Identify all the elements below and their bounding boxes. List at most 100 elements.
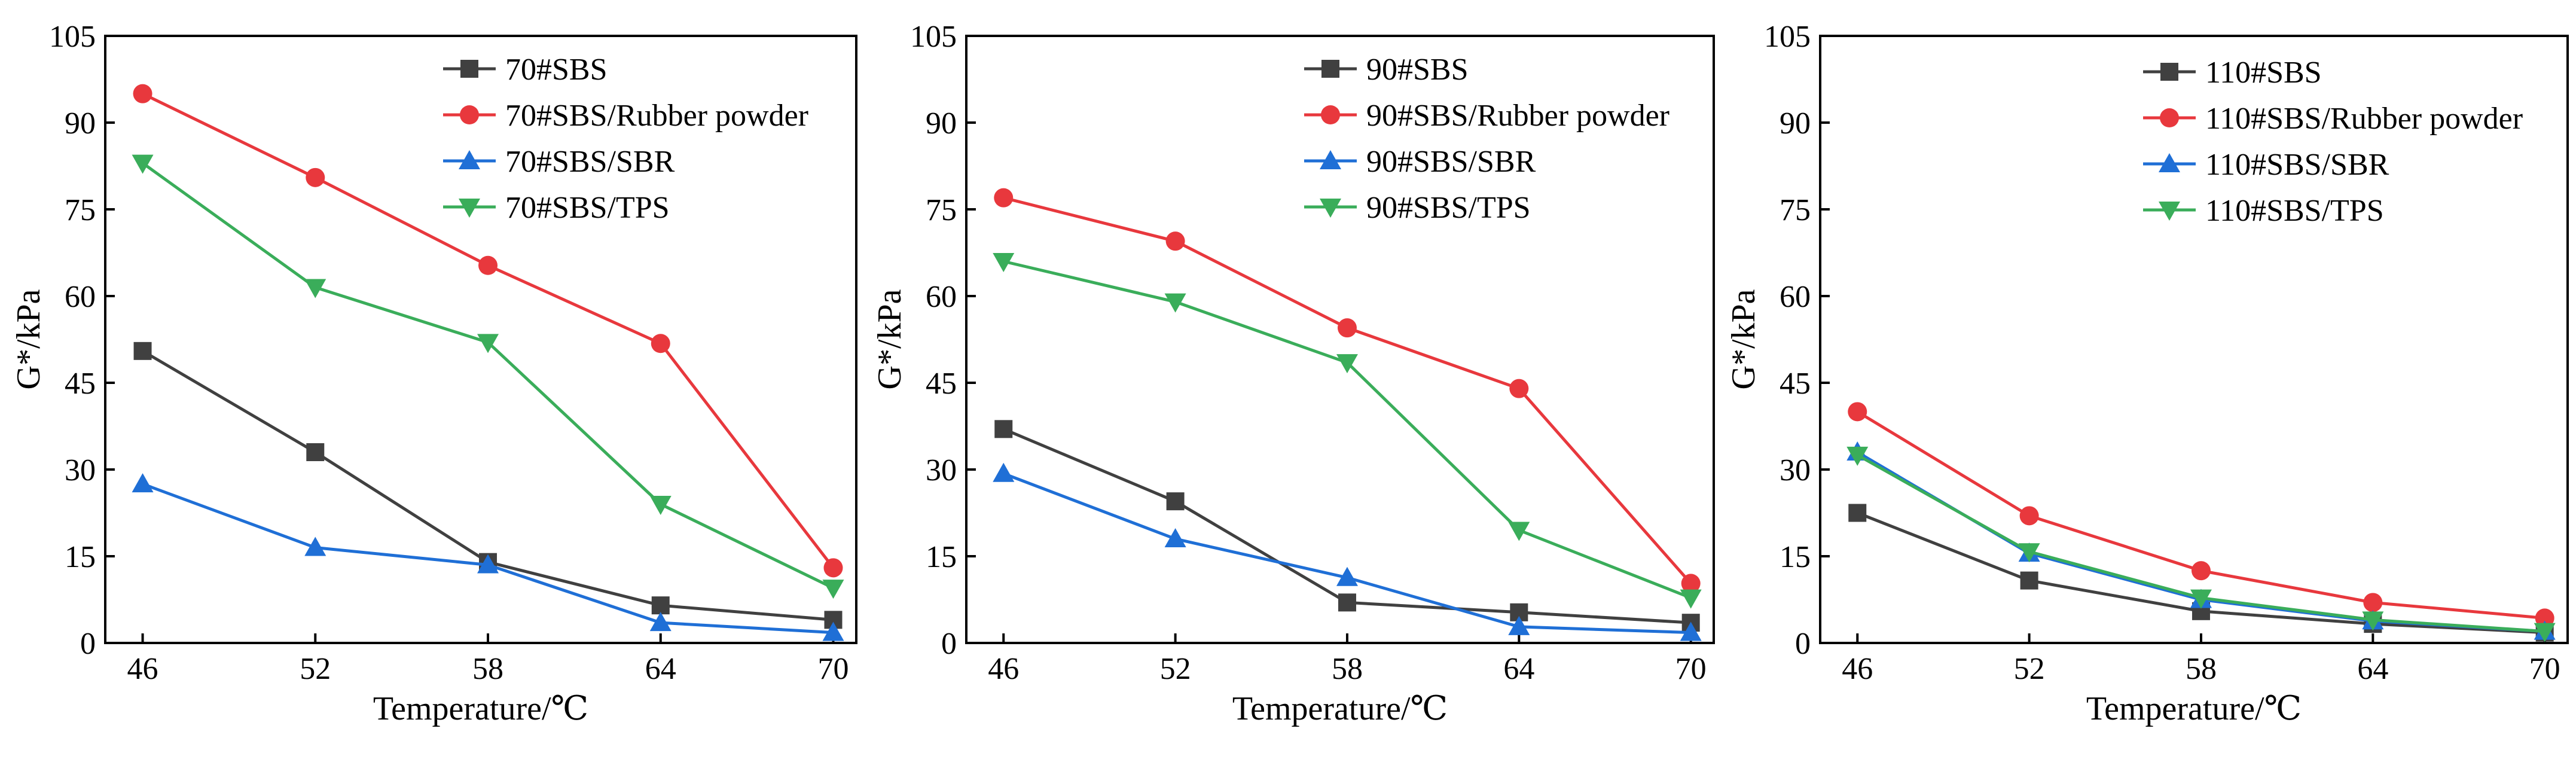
data-point (477, 334, 499, 353)
legend-marker (2159, 153, 2180, 172)
legend-label: 110#SBS/TPS (2205, 194, 2384, 228)
y-tick-label: 0 (1795, 627, 1811, 661)
y-axis-title: G*/kPa (871, 289, 908, 389)
legend-item-3: 110#SBS/SBR (2143, 148, 2389, 182)
legend-item-4: 110#SBS/TPS (2143, 194, 2384, 228)
data-point (133, 342, 152, 360)
data-point (306, 443, 325, 461)
y-tick-label: 60 (65, 280, 96, 314)
legend-marker (460, 105, 479, 124)
legend-marker (2160, 63, 2178, 81)
x-tick-label: 58 (472, 652, 503, 686)
data-point (1846, 446, 1869, 466)
legend-item-4: 90#SBS/TPS (1304, 191, 1531, 225)
y-tick-label: 75 (65, 193, 96, 227)
data-point (1509, 379, 1529, 398)
y-axis-title: G*/kPa (10, 289, 47, 389)
y-tick-label: 90 (926, 106, 957, 141)
data-point (1337, 318, 1357, 338)
data-point (306, 167, 325, 187)
data-point (1848, 402, 1867, 422)
y-axis-title: G*/kPa (1725, 289, 1762, 389)
y-tick-label: 0 (941, 627, 957, 661)
y-tick-label: 105 (1764, 20, 1811, 54)
legend-label: 90#SBS/Rubber powder (1366, 99, 1669, 133)
plot-frame (965, 35, 1715, 644)
x-axis-title: Temperature/℃ (2086, 690, 2302, 727)
x-axis-title: Temperature/℃ (373, 690, 588, 727)
legend-item-3: 90#SBS/SBR (1304, 145, 1536, 179)
legend-label: 70#SBS/Rubber powder (505, 99, 808, 133)
y-tick-label: 30 (926, 453, 957, 487)
data-point (1508, 615, 1530, 635)
data-point (1336, 354, 1358, 374)
x-tick-label: 70 (1675, 652, 1707, 686)
legend-marker (460, 60, 478, 78)
data-point (1680, 589, 1702, 609)
y-tick-label: 60 (1780, 280, 1811, 314)
data-point (304, 279, 326, 298)
legend-item-1: 90#SBS (1304, 53, 1469, 87)
chart-panel-1: 0 15 30 45 60 75 90 105 46 52 58 64 70 Temperature/℃ G… (10, 20, 857, 727)
legend-item-4: 70#SBS/TPS (443, 191, 670, 225)
data-point (1338, 593, 1356, 612)
x-tick-label: 64 (1503, 652, 1534, 686)
chart-panel-2: 0 15 30 45 60 75 90 105 46 52 58 64 70 Temperature/℃ G… (871, 20, 1715, 727)
data-point (1848, 504, 1867, 522)
data-point (2363, 593, 2383, 612)
series-line-4 (1003, 260, 1692, 599)
x-tick-label: 46 (988, 652, 1019, 686)
data-point (822, 621, 844, 641)
x-tick-label: 58 (1332, 652, 1363, 686)
legend-label: 90#SBS/TPS (1366, 191, 1531, 225)
data-point (651, 596, 670, 615)
legend-item-2: 90#SBS/Rubber powder (1304, 99, 1669, 133)
series-line-2 (1856, 410, 2545, 620)
y-tick-label: 105 (49, 20, 96, 54)
data-point (823, 558, 843, 578)
y-tick-label: 30 (65, 453, 96, 487)
data-point (2534, 623, 2556, 642)
data-point (132, 473, 154, 493)
data-point (994, 188, 1014, 208)
legend-label: 110#SBS/Rubber powder (2205, 102, 2523, 136)
y-tick-label: 15 (65, 540, 96, 574)
x-tick-label: 64 (645, 652, 676, 686)
data-point (649, 612, 672, 632)
data-point (822, 580, 844, 599)
y-tick-label: 15 (926, 540, 957, 574)
data-point (651, 334, 670, 353)
x-tick-label: 52 (1160, 652, 1191, 686)
chart-panel-3: 0 15 30 45 60 75 90 105 46 52 58 64 70 Temperature/℃ G… (1725, 20, 2569, 727)
data-point (478, 255, 498, 275)
data-point (1680, 621, 1702, 641)
data-point (1165, 231, 1185, 251)
legend-item-3: 70#SBS/SBR (443, 145, 675, 179)
x-tick-label: 52 (300, 652, 331, 686)
data-point (993, 462, 1015, 482)
y-tick-label: 90 (1780, 106, 1811, 141)
series-line-2 (1003, 196, 1692, 585)
y-tick-label: 75 (1780, 193, 1811, 227)
data-point (993, 253, 1015, 272)
legend-label: 110#SBS/SBR (2205, 148, 2389, 182)
x-tick-label: 58 (2186, 652, 2217, 686)
x-tick-label: 70 (818, 652, 849, 686)
x-tick-label: 52 (2014, 652, 2045, 686)
y-tick-label: 45 (926, 367, 957, 401)
legend-item-2: 70#SBS/Rubber powder (443, 99, 808, 133)
legend-marker (1320, 199, 1341, 218)
legend-marker (2160, 108, 2179, 127)
plot-frame (104, 35, 857, 644)
legend-label: 70#SBS/TPS (505, 191, 670, 225)
data-point (2018, 543, 2040, 563)
legend-marker (1321, 60, 1339, 78)
data-point (477, 554, 499, 574)
data-point (1166, 492, 1185, 511)
data-point (2020, 571, 2038, 590)
data-point (2535, 608, 2554, 628)
legend-marker (459, 150, 480, 169)
legend-label: 70#SBS (505, 53, 608, 87)
y-tick-label: 30 (1780, 453, 1811, 487)
plot-frame (1819, 35, 2569, 644)
